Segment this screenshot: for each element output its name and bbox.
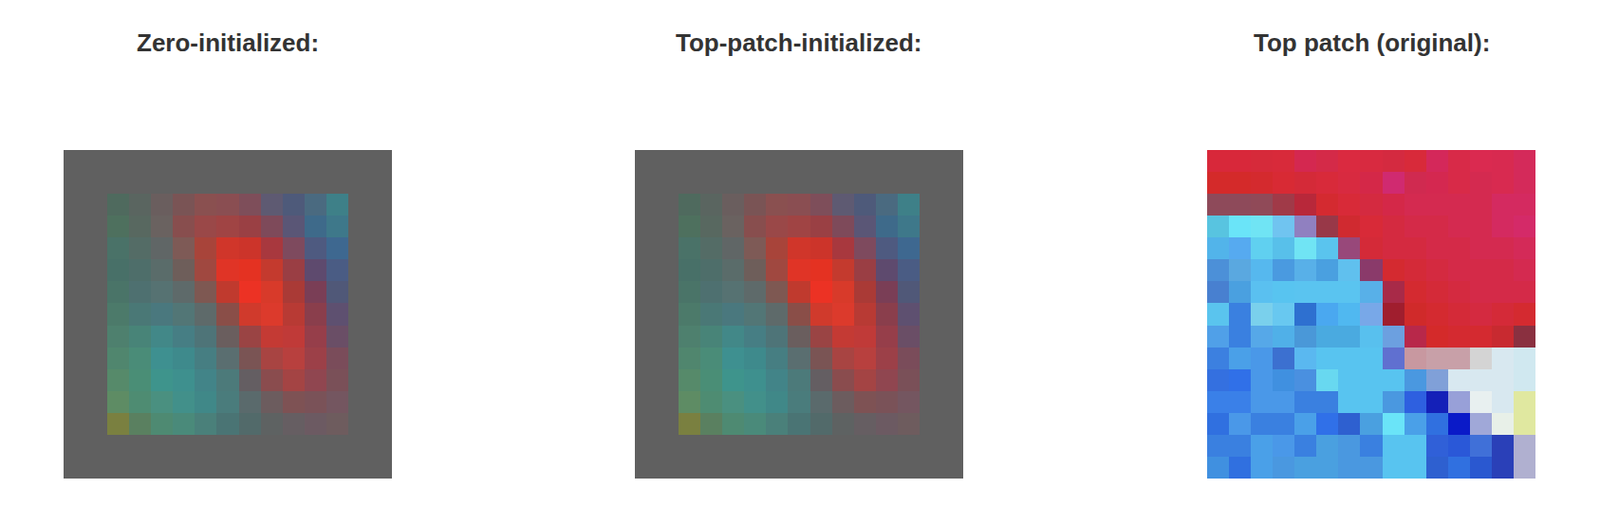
svg-text:Top-patch-initialized:: Top-patch-initialized: <box>675 28 923 57</box>
svg-text:Zero-initialized:: Zero-initialized: <box>136 28 319 57</box>
svg-text:Top patch (original):: Top patch (original): <box>1253 28 1490 57</box>
